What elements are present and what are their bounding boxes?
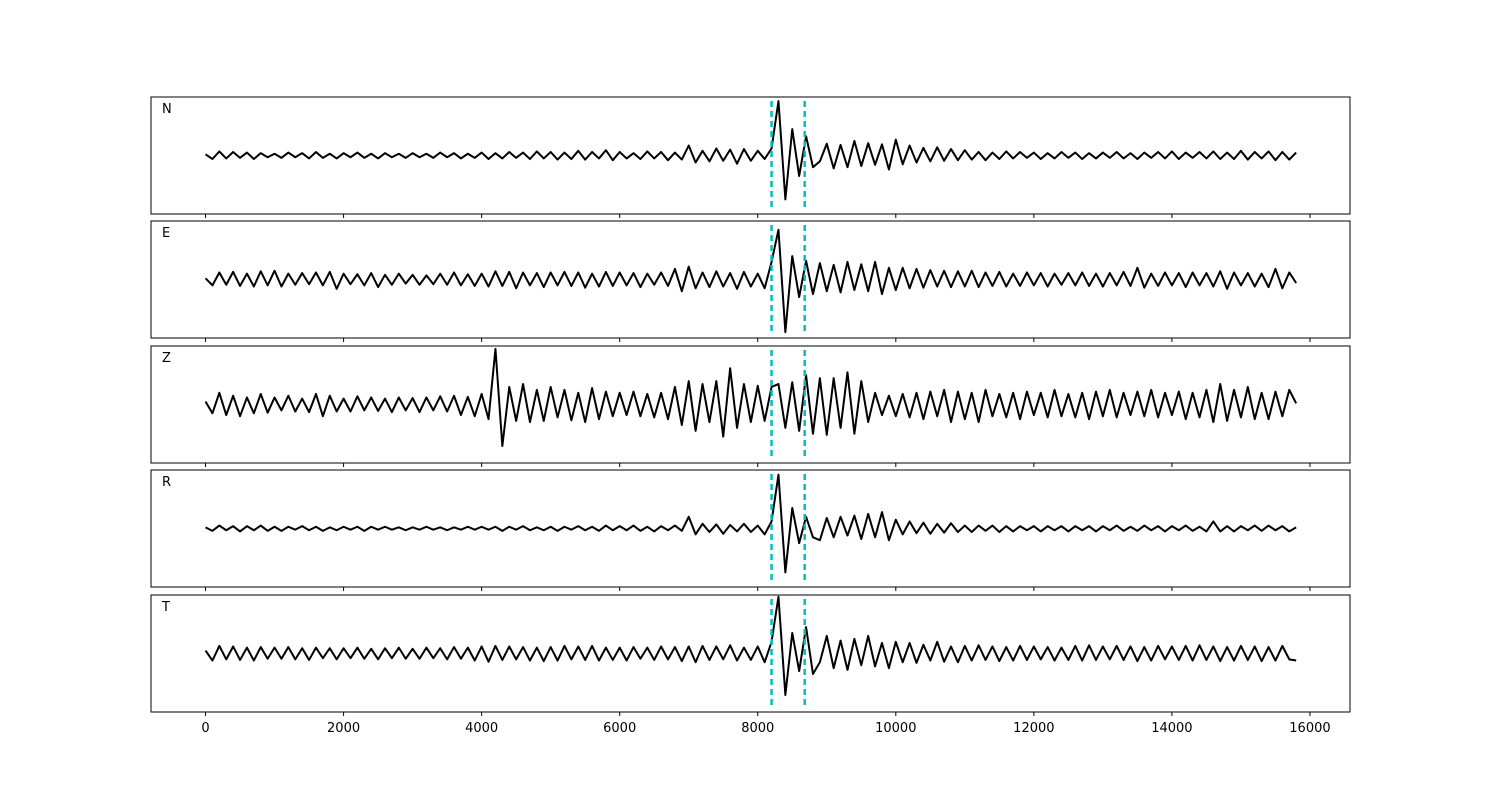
x-tick-label: 14000 [1151, 721, 1192, 736]
x-tick-label: 16000 [1289, 721, 1330, 736]
panel-frame [150, 96, 1351, 215]
trace [204, 347, 1298, 448]
x-tick-label: 8000 [741, 721, 774, 736]
panel-label: T [161, 600, 170, 615]
panel-frame [150, 594, 1351, 713]
x-tick-label: 2000 [327, 721, 360, 736]
trace [204, 228, 1297, 334]
x-tick-label: 4000 [465, 721, 498, 736]
panel-frame [150, 220, 1351, 339]
x-tick-label: 6000 [603, 721, 636, 736]
panel-label: Z [162, 351, 171, 366]
trace [204, 595, 1297, 697]
panel-label: E [162, 226, 170, 241]
x-tick-label: 10000 [875, 721, 916, 736]
panel-frame [150, 469, 1351, 588]
trace [205, 473, 1297, 574]
panel-frame [150, 345, 1351, 464]
x-tick-label: 12000 [1013, 721, 1054, 736]
x-tick-label: 0 [201, 721, 209, 736]
trace [204, 100, 1297, 201]
panel-label: R [162, 475, 171, 490]
panel-label: N [162, 102, 172, 117]
